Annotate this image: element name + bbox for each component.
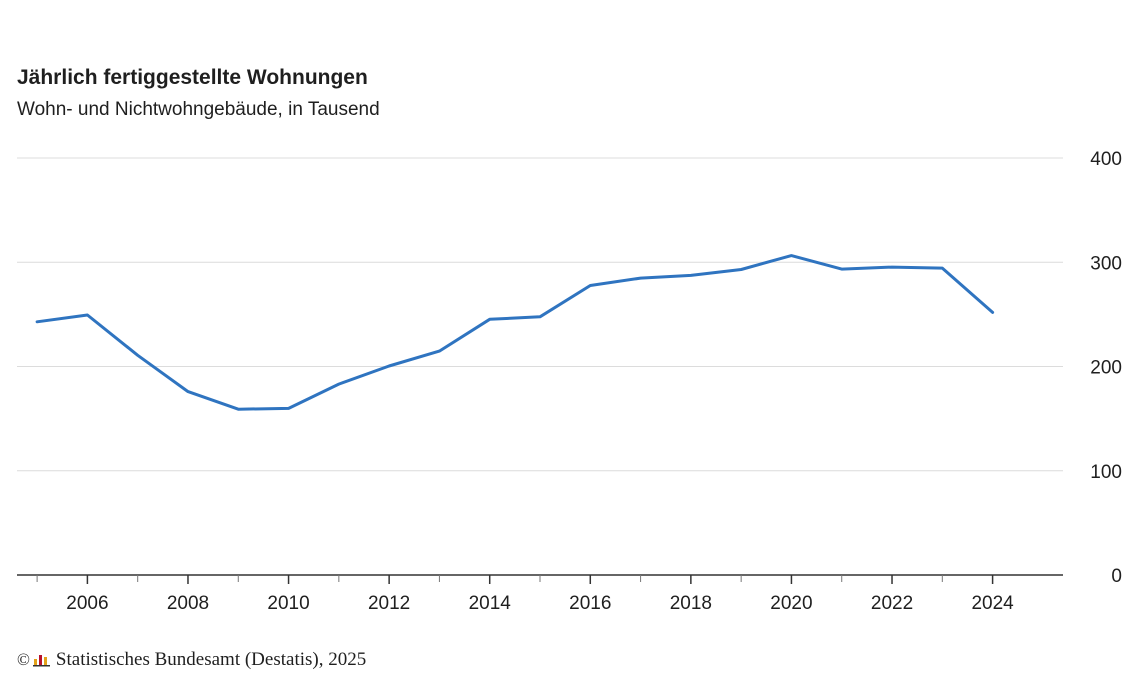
- data-point-2015: [538, 315, 542, 319]
- x-tick-label-2018: 2018: [670, 593, 712, 614]
- data-point-2022: [890, 265, 894, 269]
- source-text: Statistisches Bundesamt (Destatis), 2025: [55, 649, 367, 670]
- data-point-2007: [136, 353, 140, 357]
- x-tick-label-2022: 2022: [871, 593, 913, 614]
- data-point-2012: [387, 364, 391, 368]
- y-tick-label-400: 400: [1090, 149, 1122, 170]
- y-tick-label-0: 0: [1111, 566, 1122, 587]
- data-point-2014: [488, 317, 492, 321]
- data-point-2006: [85, 313, 89, 317]
- destatis-logo-icon: [32, 655, 50, 667]
- y-tick-label-300: 300: [1090, 253, 1122, 274]
- x-tick-label-2008: 2008: [167, 593, 209, 614]
- data-point-2023: [940, 266, 944, 270]
- x-tick-label-2024: 2024: [971, 593, 1014, 614]
- x-tick-label-2020: 2020: [770, 593, 812, 614]
- data-point-2021: [840, 267, 844, 271]
- x-tick-label-2010: 2010: [267, 593, 309, 614]
- data-point-2016: [588, 283, 592, 287]
- y-tick-label-200: 200: [1090, 358, 1122, 379]
- data-point-2017: [639, 276, 643, 280]
- data-point-2005: [35, 320, 39, 324]
- data-point-2009: [236, 407, 240, 411]
- y-tick-label-100: 100: [1090, 462, 1122, 483]
- data-point-2024: [991, 310, 995, 314]
- x-tick-label-2016: 2016: [569, 593, 611, 614]
- chart-subtitle: Wohn- und Nichtwohngebäude, in Tausend: [17, 99, 380, 120]
- x-tick-label-2006: 2006: [66, 593, 108, 614]
- source-footer: © Statistisches Bundesamt (Destatis), 20…: [17, 649, 366, 671]
- chart-title: Jährlich fertiggestellte Wohnungen: [17, 66, 368, 89]
- data-point-2018: [689, 273, 693, 277]
- data-point-2019: [739, 268, 743, 272]
- data-point-2008: [186, 390, 190, 394]
- data-point-2011: [337, 382, 341, 386]
- x-tick-label-2012: 2012: [368, 593, 410, 614]
- data-point-2013: [437, 349, 441, 353]
- data-point-2010: [287, 406, 291, 410]
- series-line-0: [35, 254, 995, 411]
- data-point-2020: [789, 254, 793, 258]
- x-tick-label-2014: 2014: [469, 593, 512, 614]
- copyright-symbol: ©: [17, 650, 30, 669]
